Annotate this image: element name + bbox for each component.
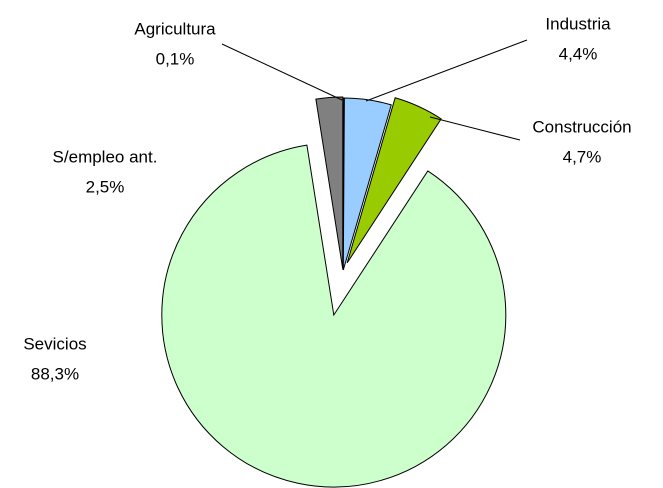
slice-value-label: 4,4% (559, 44, 598, 63)
leader-line (365, 39, 528, 102)
slice-label: Sevicios (23, 334, 86, 353)
slice-value-label: 0,1% (156, 49, 195, 68)
leader-line (429, 116, 521, 141)
slice-value-label: 88,3% (31, 364, 79, 383)
slice-label: Agricultura (134, 19, 216, 38)
leader-line (221, 43, 343, 101)
pie-slice (161, 144, 507, 488)
pie-slice (315, 96, 344, 270)
slice-label: S/empleo ant. (53, 147, 158, 166)
slice-value-label: 2,5% (86, 177, 125, 196)
pie-slice (346, 97, 442, 264)
slice-value-label: 4,7% (563, 147, 602, 166)
slice-label: Construcción (532, 117, 631, 136)
slice-label: Industria (545, 14, 611, 33)
